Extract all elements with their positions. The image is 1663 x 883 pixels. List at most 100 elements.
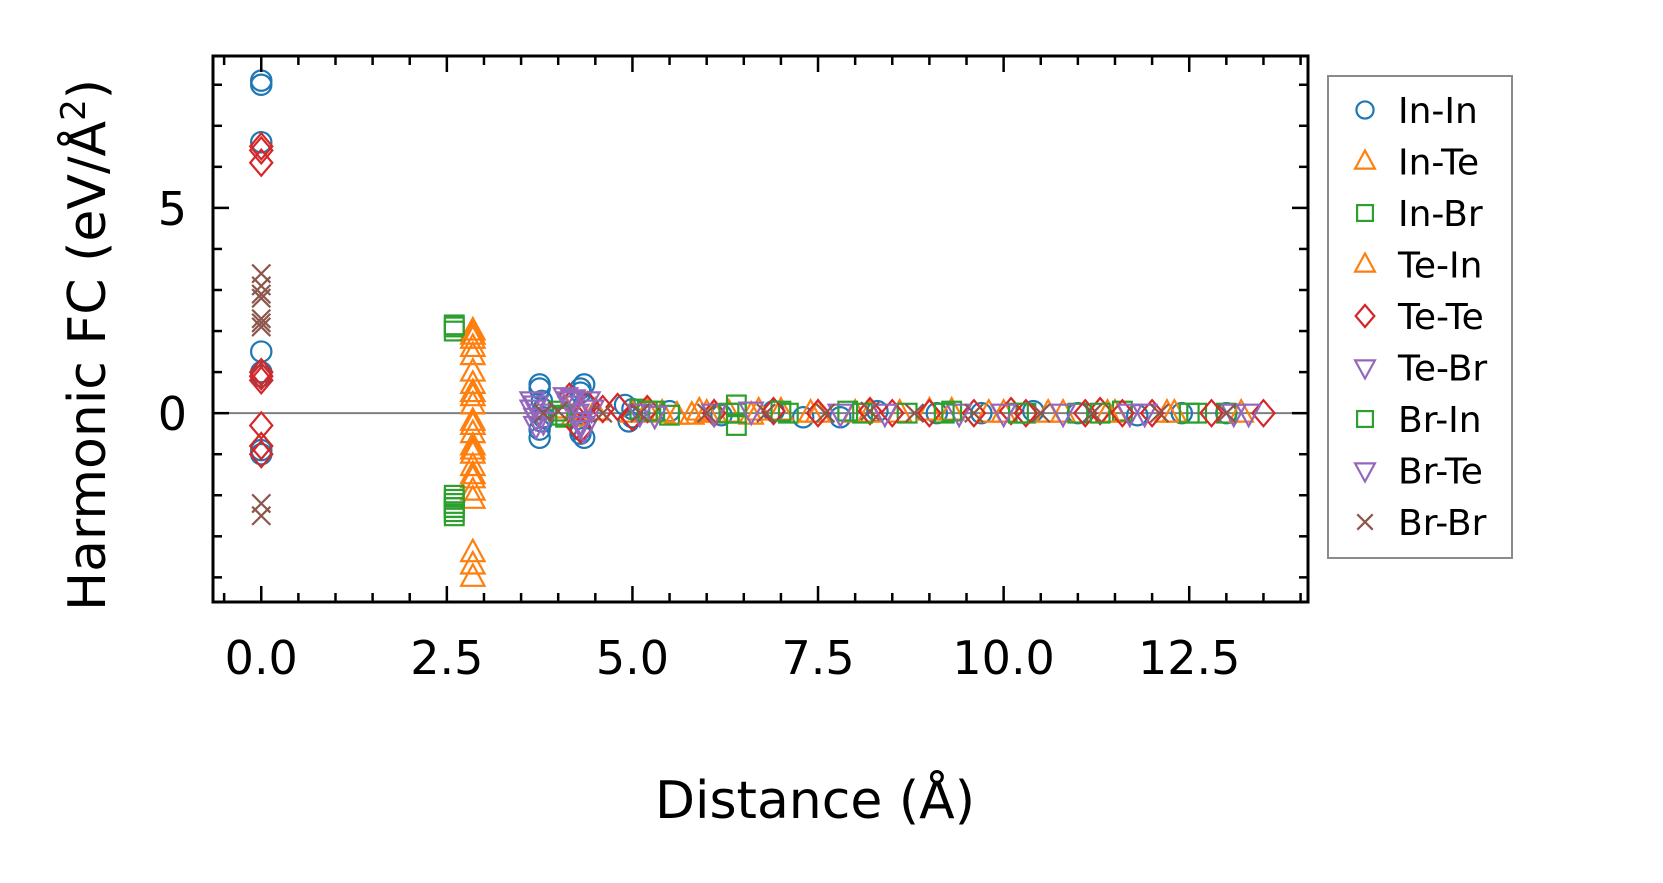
data-point <box>443 497 465 519</box>
data-point <box>1082 403 1103 424</box>
data-point <box>964 403 984 424</box>
data-point <box>837 400 859 422</box>
data-point <box>443 314 465 336</box>
data-point <box>629 403 650 424</box>
legend-label: In-In <box>1398 91 1478 132</box>
data-point <box>248 365 274 396</box>
legend-marker <box>1355 203 1375 223</box>
legend-entry: In-Te <box>1353 143 1479 184</box>
data-point <box>248 439 274 469</box>
legend-label: Te-Br <box>1397 349 1487 390</box>
data-point <box>522 407 550 433</box>
data-point <box>871 403 899 429</box>
data-point <box>879 398 905 428</box>
data-point <box>941 400 963 422</box>
data-point <box>552 387 580 413</box>
axis-tick-labels: 0.0 2.5 5.0 7.5 10.0 12.5 0 5 <box>158 182 1241 685</box>
legend-entry: Br-Te <box>1353 452 1483 493</box>
legend-label: Br-In <box>1398 400 1482 441</box>
legend-box <box>1327 75 1513 559</box>
legend-label: Br-Br <box>1398 503 1487 544</box>
legend-label: In-Br <box>1398 194 1483 235</box>
series-br-br <box>251 263 1237 526</box>
legend-items: In-In In-Te In-Br Te-In Te-Te Te-Br Br-In Br-Te… <box>1353 91 1487 544</box>
data-point <box>626 403 654 429</box>
data-point <box>970 401 993 425</box>
data-point <box>459 475 487 501</box>
data-point <box>251 288 272 309</box>
data-point <box>1089 402 1111 424</box>
x-axis-label: Distance (Å) <box>655 769 975 831</box>
legend-marker <box>1353 359 1377 381</box>
legend-marker <box>1353 251 1377 273</box>
data-point <box>896 402 918 424</box>
data-point <box>592 403 613 424</box>
legend-label: In-Te <box>1398 143 1479 184</box>
data-point <box>248 410 274 441</box>
data-point <box>459 434 487 460</box>
data-point <box>1149 403 1170 424</box>
y-tick-label: 5 <box>158 182 187 236</box>
data-point <box>459 315 487 341</box>
data-point <box>459 484 487 509</box>
data-point <box>678 399 706 425</box>
data-point <box>1072 398 1098 428</box>
data-point <box>1178 402 1200 424</box>
data-point <box>1131 403 1159 429</box>
legend-marker <box>1355 409 1375 429</box>
data-point <box>1049 403 1077 429</box>
data-point <box>1008 402 1029 424</box>
legend-marker <box>1355 100 1375 120</box>
x-tick-label: 2.5 <box>410 631 483 685</box>
legend-entry: Te-Te <box>1354 297 1484 338</box>
x-tick-label: 10.0 <box>952 631 1054 685</box>
data-point <box>737 401 765 427</box>
data-point <box>916 398 942 428</box>
data-point <box>770 400 792 422</box>
data-point <box>250 73 273 96</box>
legend-entry: In-Br <box>1355 194 1483 235</box>
data-point <box>693 397 721 423</box>
data-point <box>459 451 487 477</box>
data-point <box>777 402 799 424</box>
data-point <box>443 320 465 342</box>
data-point <box>459 459 487 485</box>
data-point <box>1198 398 1224 428</box>
data-point <box>805 398 831 428</box>
y-axis-label: Harmonic FC (eV/Å2) <box>54 79 118 611</box>
data-point <box>933 402 955 424</box>
data-point <box>566 415 595 441</box>
data-point <box>459 377 487 403</box>
data-point <box>518 391 546 417</box>
data-point <box>1216 403 1237 424</box>
legend-label: Br-Te <box>1398 452 1483 493</box>
data-point <box>251 317 272 337</box>
data-point <box>555 391 583 417</box>
data-point <box>459 562 487 587</box>
data-point <box>641 405 669 431</box>
data-point <box>860 401 880 421</box>
data-point <box>443 493 465 514</box>
x-tick-label: 12.5 <box>1138 631 1240 685</box>
data-point <box>1109 398 1135 428</box>
data-point <box>756 403 776 424</box>
data-point <box>1087 396 1113 426</box>
y-axis-label-main: Harmonic FC (eV/Å <box>56 120 118 611</box>
data-point <box>459 410 487 436</box>
data-point <box>251 284 272 304</box>
data-point <box>459 323 487 349</box>
data-point <box>1235 403 1263 429</box>
data-point <box>251 312 272 333</box>
x-tick-label: 5.0 <box>596 631 669 685</box>
data-point <box>459 537 487 563</box>
data-point <box>522 395 550 421</box>
data-point <box>1250 398 1276 428</box>
legend-entry: Te-In <box>1353 246 1482 287</box>
y-axis-label-tail: ) <box>58 79 118 99</box>
plot-area <box>213 69 1308 587</box>
data-point <box>696 403 717 424</box>
x-tick-label: 7.5 <box>781 631 854 685</box>
data-point <box>248 361 274 391</box>
data-point <box>605 392 631 422</box>
data-point <box>815 403 836 424</box>
